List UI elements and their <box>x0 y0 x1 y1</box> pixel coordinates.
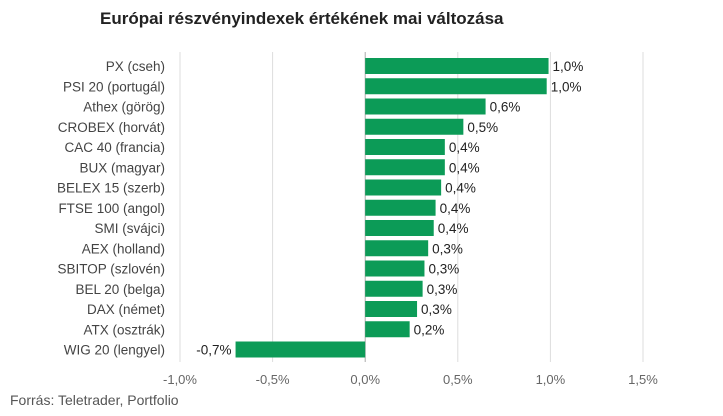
data-label: 0,4% <box>438 221 469 236</box>
bar <box>365 159 445 176</box>
data-label: 0,6% <box>490 100 521 115</box>
bar <box>365 118 464 135</box>
category-label: Athex (görög) <box>83 100 165 115</box>
x-tick-label: 0,5% <box>443 372 473 387</box>
x-tick-label: 0,0% <box>350 372 380 387</box>
bar <box>365 98 486 115</box>
data-label: 0,3% <box>428 262 459 277</box>
data-label: 0,4% <box>449 140 480 155</box>
data-label: -0,7% <box>196 343 231 358</box>
category-label: SBITOP (szlovén) <box>57 262 165 277</box>
bar <box>365 240 429 257</box>
x-tick-label: 1,0% <box>536 372 566 387</box>
category-label: BELEX 15 (szerb) <box>57 181 165 196</box>
data-label: 0,4% <box>440 201 471 216</box>
category-label: CROBEX (horvát) <box>58 120 165 135</box>
x-tick-label: 1,5% <box>628 372 658 387</box>
data-label: 0,4% <box>449 160 480 175</box>
data-label: 0,4% <box>445 181 476 196</box>
bar <box>365 179 442 196</box>
data-label: 0,3% <box>427 282 458 297</box>
category-label: WIG 20 (lengyel) <box>64 343 165 358</box>
data-label: 0,5% <box>467 120 498 135</box>
category-label: CAC 40 (francia) <box>64 140 165 155</box>
bar <box>365 280 423 297</box>
category-label: DAX (német) <box>87 302 165 317</box>
chart-title: Európai részvényindexek értékének mai vá… <box>100 9 504 28</box>
source-note: Forrás: Teletrader, Portfolio <box>10 392 179 408</box>
bar <box>365 321 410 338</box>
data-label: 0,2% <box>414 322 445 337</box>
bar <box>235 341 366 358</box>
data-label: 1,0% <box>551 79 582 94</box>
category-label: ATX (osztrák) <box>83 322 165 337</box>
category-label: SMI (svájci) <box>95 221 166 236</box>
data-label: 0,3% <box>421 302 452 317</box>
bar <box>365 199 436 216</box>
category-label: FTSE 100 (angol) <box>58 201 165 216</box>
category-label: BUX (magyar) <box>79 160 165 175</box>
bar <box>365 58 549 74</box>
x-tick-label: -0,5% <box>256 372 290 387</box>
bar <box>365 301 418 317</box>
bar <box>365 139 445 155</box>
category-label: AEX (holland) <box>82 241 165 256</box>
bar <box>365 260 425 277</box>
data-label: 0,3% <box>432 241 463 256</box>
category-label: BEL 20 (belga) <box>75 282 165 297</box>
category-label: PSI 20 (portugál) <box>63 79 165 94</box>
bar <box>365 78 547 95</box>
data-label: 1,0% <box>553 59 584 74</box>
category-label: PX (cseh) <box>106 59 165 74</box>
bar <box>365 220 434 236</box>
x-tick-label: -1,0% <box>163 372 197 387</box>
